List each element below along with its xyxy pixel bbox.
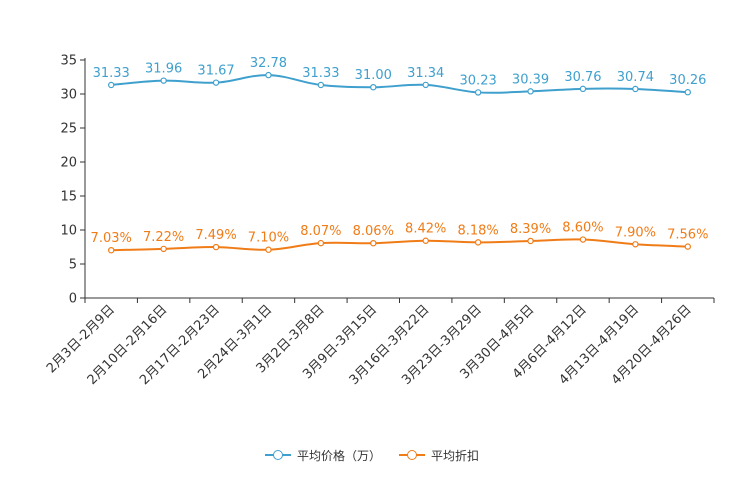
legend-item-price[interactable]: 平均价格（万） (264, 447, 381, 464)
data-point (527, 88, 534, 95)
legend-label-price: 平均价格（万） (296, 448, 381, 463)
legend: 平均价格（万） 平均折扣 (0, 444, 744, 466)
data-point (370, 239, 377, 247)
data-label: 31.34 (407, 66, 444, 81)
data-point (317, 239, 325, 247)
data-label: 7.90% (615, 225, 656, 240)
series-layer: 31.33 31.96 31.67 32.78 31.33 31.00 31.34 30.23… (91, 56, 708, 254)
y-tick-label: 0 (69, 292, 77, 307)
data-label: 8.39% (510, 222, 551, 237)
data-label: 8.60% (562, 221, 603, 236)
data-point (684, 89, 691, 96)
data-point (474, 89, 482, 96)
data-label: 30.74 (617, 70, 654, 85)
data-label: 30.26 (669, 73, 706, 88)
data-point (160, 77, 167, 84)
data-point (474, 239, 482, 246)
legend-line-marker-icon (264, 449, 291, 461)
data-point (108, 81, 115, 89)
data-point (212, 243, 220, 251)
data-label: 8.06% (353, 224, 394, 239)
data-label: 7.49% (195, 228, 236, 243)
data-label: 31.33 (302, 66, 339, 81)
data-point (108, 246, 115, 254)
y-tick-label: 15 (60, 190, 77, 205)
data-point (317, 81, 325, 89)
data-point (579, 85, 587, 93)
legend-line-marker-icon (399, 449, 425, 461)
data-label: 30.23 (460, 73, 497, 88)
y-tick-label: 20 (60, 156, 77, 171)
data-label: 31.96 (145, 62, 182, 77)
data-label: 7.22% (143, 230, 184, 245)
data-point (370, 83, 377, 91)
legend-label-discount: 平均折扣 (431, 448, 480, 463)
data-label: 32.78 (250, 56, 287, 71)
series-avg-price: 31.33 31.96 31.67 32.78 31.33 31.00 31.34 30.23… (93, 56, 706, 96)
y-tick-label: 5 (69, 258, 77, 273)
data-point (212, 79, 220, 86)
y-tick-label: 25 (60, 122, 77, 137)
data-point (632, 241, 639, 248)
data-point (579, 236, 587, 243)
data-point (265, 246, 272, 253)
data-point (422, 81, 429, 89)
data-label: 8.07% (300, 224, 341, 239)
data-label: 30.76 (564, 70, 601, 85)
legend-item-discount[interactable]: 平均折扣 (399, 447, 479, 464)
y-tick-label: 30 (60, 88, 77, 103)
data-label: 31.67 (197, 64, 234, 79)
y-tick-label: 10 (60, 224, 77, 239)
data-label: 7.10% (248, 231, 289, 246)
y-axis: 0 5 10 15 20 25 30 35 (60, 54, 86, 307)
data-label: 7.56% (667, 228, 708, 243)
data-label: 31.33 (93, 66, 130, 81)
data-point (160, 245, 167, 253)
data-label: 8.42% (405, 222, 446, 237)
data-point (265, 71, 272, 79)
data-point (527, 237, 534, 245)
series-line (111, 238, 688, 252)
x-axis: 2月3日-2月9日2月10日-2月16日2月17日-2月23日2月24日-3月1… (44, 297, 715, 388)
series-line (111, 74, 688, 94)
data-point (422, 237, 429, 244)
series-avg-discount: 7.03% 7.22% 7.49% 7.10% 8.07% 8.06% 8.42% 8.18%… (91, 221, 708, 254)
data-point (684, 243, 691, 250)
data-label: 7.03% (91, 231, 132, 246)
data-label: 8.18% (457, 223, 498, 238)
data-label: 31.00 (355, 68, 392, 83)
data-label: 30.39 (512, 72, 549, 87)
data-point (632, 85, 639, 93)
y-tick-label: 35 (60, 54, 77, 69)
